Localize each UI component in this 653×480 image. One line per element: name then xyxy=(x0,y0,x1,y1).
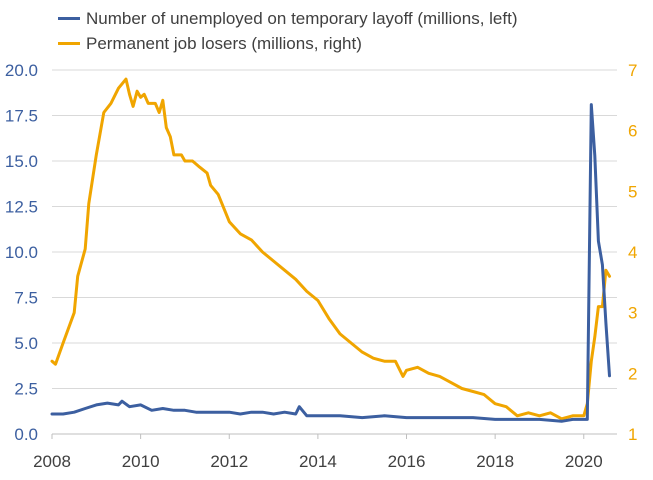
right-axis: 1 2 3 4 5 6 7 xyxy=(628,61,637,444)
series-line-temporary-layoff xyxy=(50,103,611,423)
series-layer xyxy=(50,77,611,423)
x-tick-label: 2012 xyxy=(210,452,248,471)
y-left-tick-label: 2.5 xyxy=(14,380,38,399)
y-left-tick-label: 17.5 xyxy=(5,107,38,126)
y-right-tick-label: 7 xyxy=(628,61,637,80)
x-tick-label: 2008 xyxy=(33,452,71,471)
y-right-tick-label: 1 xyxy=(628,425,637,444)
y-right-tick-label: 2 xyxy=(628,364,637,383)
y-left-tick-label: 5.0 xyxy=(14,334,38,353)
y-right-tick-label: 6 xyxy=(628,122,637,141)
y-left-tick-label: 7.5 xyxy=(14,289,38,308)
legend: Number of unemployed on temporary layoff… xyxy=(58,6,517,56)
y-left-tick-label: 15.0 xyxy=(5,152,38,171)
gridlines xyxy=(52,69,617,435)
y-right-tick-label: 4 xyxy=(628,243,637,262)
x-axis: 2008 2010 2012 2014 2016 2018 2020 xyxy=(33,434,603,471)
y-left-tick-label: 12.5 xyxy=(5,198,38,217)
left-axis: 0.0 2.5 5.0 7.5 10.0 12.5 15.0 17.5 20.0 xyxy=(5,61,38,444)
y-right-tick-label: 5 xyxy=(628,182,637,201)
x-tick-label: 2016 xyxy=(388,452,426,471)
x-tick-label: 2014 xyxy=(299,452,337,471)
x-tick-label: 2018 xyxy=(476,452,514,471)
legend-label-temporary: Number of unemployed on temporary layoff… xyxy=(86,8,518,28)
legend-entry-permanent: Permanent job losers (millions, right) xyxy=(58,31,517,56)
x-tick-label: 2010 xyxy=(122,452,160,471)
series-line-permanent-job-losers xyxy=(50,77,611,421)
y-left-tick-label: 20.0 xyxy=(5,61,38,80)
y-left-tick-label: 0.0 xyxy=(14,425,38,444)
y-right-tick-label: 3 xyxy=(628,304,637,323)
legend-swatch-temporary xyxy=(58,17,80,20)
legend-entry-temporary: Number of unemployed on temporary layoff… xyxy=(58,6,517,31)
y-left-tick-label: 10.0 xyxy=(5,243,38,262)
x-tick-label: 2020 xyxy=(565,452,603,471)
legend-swatch-permanent xyxy=(58,42,80,45)
legend-label-permanent: Permanent job losers (millions, right) xyxy=(86,33,362,53)
